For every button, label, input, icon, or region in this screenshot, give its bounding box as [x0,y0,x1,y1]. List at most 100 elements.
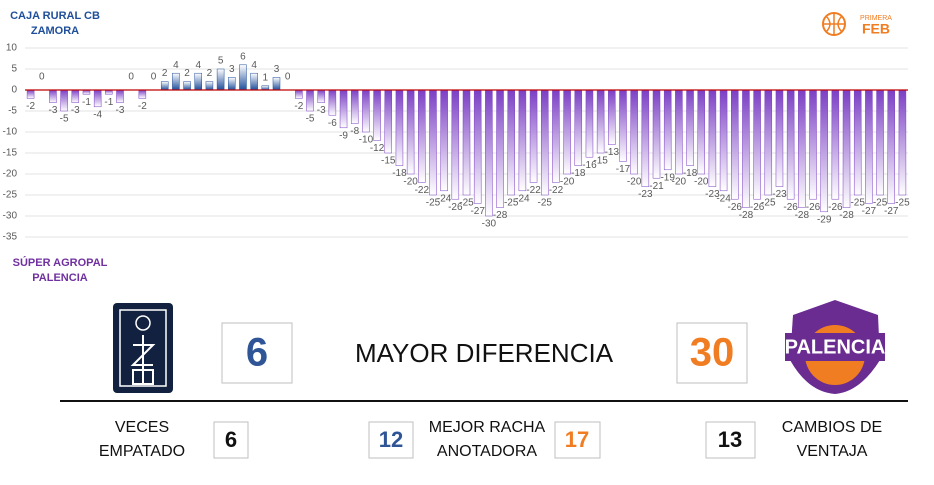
bar [641,89,650,187]
bar [373,89,381,141]
ties-value: 6 [225,427,237,452]
value-label: 4 [173,60,179,71]
value-label: 2 [184,68,190,79]
value-label: -27 [884,206,899,217]
value-label: -27 [862,206,877,217]
value-label: -25 [873,198,888,209]
bar [663,89,672,171]
max-diff-left: 6 [246,331,268,375]
value-label: -5 [60,114,69,125]
y-tick-label: -25 [3,190,18,201]
right-logo-text: PALENCIA [785,336,886,358]
y-tick-label: 0 [11,85,17,96]
value-label: -25 [459,198,474,209]
bar [228,77,236,91]
value-label: 2 [162,68,168,79]
bar [865,89,873,204]
bar [831,89,840,200]
bar [160,81,169,91]
bar [820,89,828,213]
value-label: -26 [728,202,743,213]
y-tick-label: -30 [3,211,18,222]
value-label: -21 [649,181,664,192]
bar [462,89,471,196]
value-label: -24 [716,193,731,204]
bar [775,89,784,187]
bar [652,89,661,179]
bar [853,89,862,196]
bar [507,89,515,196]
stat-box [705,421,756,459]
value-label: -12 [370,143,385,154]
bar [406,89,415,175]
value-label: -1 [82,97,91,108]
value-label: -22 [526,185,541,196]
value-label: -9 [339,130,348,141]
value-label: -3 [116,105,125,116]
value-label: -26 [806,202,821,213]
value-label: -20 [403,177,418,188]
bar [60,89,68,112]
bar [272,77,281,91]
value-label: -24 [515,193,530,204]
bar [708,89,717,187]
value-label: -25 [504,198,519,209]
value-label: -5 [306,114,315,125]
value-label: 3 [274,64,280,75]
bar [485,89,493,217]
bar [339,89,348,129]
value-label: -15 [593,156,608,167]
bar [842,89,851,208]
value-label: -18 [683,168,698,179]
value-label: -30 [482,219,497,230]
value-label: -28 [795,210,810,221]
bar [585,89,594,158]
bar [686,89,694,166]
bar [563,89,571,175]
bar [384,89,393,154]
bar [26,89,35,99]
value-label: -26 [448,202,463,213]
bar [395,89,404,166]
value-label: -2 [26,101,35,112]
lead-changes-value: 13 [718,427,742,452]
stat-box [213,421,249,459]
value-label: -28 [493,210,508,221]
value-label: -26 [783,202,798,213]
value-label: -28 [739,210,754,221]
value-label: -22 [549,185,564,196]
value-label: -23 [705,189,720,200]
bar [250,72,258,91]
value-label: 2 [207,68,213,79]
bar [675,89,683,175]
bar [451,89,460,200]
stat-label: CAMBIOS DE [782,419,882,436]
bar [138,89,147,99]
bar [440,89,448,192]
value-label: -25 [895,198,910,209]
bar [887,89,895,204]
stat-box [554,421,601,459]
value-label: -28 [839,210,854,221]
bar [809,89,817,200]
chart: -35-30-25-20-15-10-50510-20-3-5-3-1-4-1-… [3,43,911,243]
value-label: -20 [560,177,575,188]
stat-label: VENTAJA [797,443,868,460]
stat-label: EMPATADO [99,443,185,460]
bar [429,89,437,196]
value-label: 1 [263,72,269,83]
value-label: -18 [571,168,586,179]
bar [742,89,750,208]
bar [82,89,91,95]
value-label: -3 [71,105,80,116]
bar [518,89,527,192]
bar [574,89,583,166]
value-label: -24 [437,193,452,204]
value-label: -23 [638,189,653,200]
value-label: -25 [850,198,865,209]
max-diff-label: MAYOR DIFERENCIA [355,338,614,368]
value-label: -26 [828,202,843,213]
value-label: -16 [582,160,597,171]
bar [418,89,426,183]
